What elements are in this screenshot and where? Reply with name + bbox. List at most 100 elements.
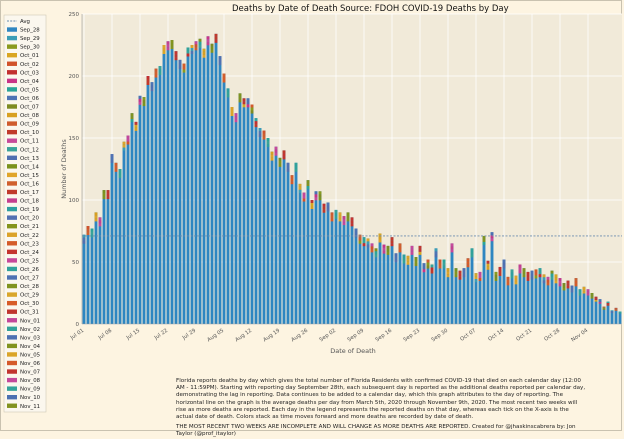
bar-segment-report [290, 181, 294, 185]
bar-segment-report [458, 276, 462, 280]
bar-segment-report [106, 193, 110, 197]
bar-segment-report [346, 212, 350, 216]
legend-label: Oct_09 [20, 122, 39, 128]
bar-segment-report [462, 268, 466, 272]
bar-segment-report [470, 251, 474, 255]
x-tick-label: Sep 30 [431, 327, 450, 343]
bar [466, 258, 470, 324]
bar-segment-report [522, 274, 526, 278]
bar-segment-report [170, 43, 174, 47]
bar-segment-report [530, 270, 534, 274]
bar-segment-report [446, 271, 450, 275]
bar-segment-report [578, 293, 582, 296]
bar-segment-report [382, 244, 386, 248]
bar-segment-report [310, 203, 314, 206]
bar-segment-main [582, 286, 586, 324]
bar-segment-report [90, 231, 94, 235]
bar-segment-report [514, 278, 518, 282]
bar-segment-main [174, 51, 178, 324]
bar [206, 36, 210, 324]
bar-segment-report [294, 165, 298, 169]
bar-segment-report [366, 241, 370, 245]
bar-segment-report [86, 232, 90, 236]
bar-segment-report [210, 49, 214, 53]
bar-segment-report [534, 272, 538, 276]
bar-segment-report [86, 226, 90, 230]
legend-label: Oct_28 [20, 284, 39, 290]
bar-segment-report [454, 271, 458, 275]
legend-swatch [7, 352, 17, 357]
bar-segment-report [574, 280, 578, 284]
bar-segment-main [618, 311, 622, 324]
bar-segment-report [118, 175, 122, 178]
bar-segment-report [618, 313, 622, 314]
bar-segment-report [334, 209, 338, 213]
bar-segment-report [122, 144, 126, 148]
bar-segment-report [306, 186, 310, 190]
bar-segment-report [142, 100, 146, 104]
bar [134, 121, 138, 324]
bar [370, 243, 374, 324]
bar-segment-report [342, 219, 346, 223]
bar-segment-report [474, 273, 478, 277]
bar-segment-main [154, 68, 158, 324]
bar-segment-report [314, 191, 318, 195]
bar-segment-report [538, 268, 542, 272]
bar-segment-report [318, 197, 322, 201]
bar [526, 271, 530, 324]
bar [126, 135, 130, 324]
bar-segment-main [122, 141, 126, 324]
bar [510, 269, 514, 324]
bar-segment-report [458, 270, 462, 274]
bar-segment-report [474, 276, 478, 280]
bar-segment-report [338, 212, 342, 216]
y-tick-label: 150 [69, 136, 80, 142]
bar-segment-main [454, 268, 458, 324]
bar-segment-report [310, 206, 314, 209]
bar-segment-report [334, 212, 338, 216]
bar-segment-report [422, 263, 426, 267]
bar-segment-report [134, 124, 138, 128]
bar-segment-report [414, 263, 418, 267]
bar-segment-report [526, 274, 530, 278]
bar-segment-main [442, 259, 446, 324]
bar-segment-report [190, 48, 194, 51]
bar-segment-report [454, 268, 458, 272]
bar-segment-report [334, 215, 338, 219]
bar-segment-report [338, 218, 342, 222]
bar [90, 228, 94, 324]
bar-segment-report [298, 189, 302, 193]
x-tick-label: Jul 15 [125, 328, 141, 342]
x-tick-label: Jul 29 [181, 328, 197, 342]
bar-segment-report [214, 36, 218, 40]
x-tick-label: Aug 26 [290, 327, 309, 343]
bar-segment-report [270, 157, 274, 161]
bar-segment-report [278, 163, 282, 167]
legend-label: Nov_02 [20, 327, 40, 333]
legend-label: Avg [20, 19, 30, 25]
legend-swatch [7, 266, 17, 272]
legend-swatch [7, 155, 17, 160]
bar-segment-main [90, 228, 94, 324]
bar [110, 154, 114, 324]
bar-segment-report [606, 301, 610, 304]
bar-segment-report [278, 157, 282, 161]
bar [414, 257, 418, 324]
bar-segment-report [398, 246, 402, 250]
bar-segment-report [514, 281, 518, 285]
x-tick-label: Oct 07 [459, 328, 477, 343]
bar-segment-report [306, 183, 310, 187]
bar-segment-main [598, 299, 602, 324]
bar-segment-report [246, 98, 250, 102]
bar-segment-report [182, 66, 186, 70]
bar-segment-report [446, 274, 450, 278]
bar-segment-report [510, 272, 514, 276]
bar [358, 234, 362, 324]
bar-segment-report [522, 271, 526, 275]
bar-segment-report [510, 275, 514, 279]
bar-segment-report [226, 91, 230, 95]
bar-segment-main [214, 33, 218, 325]
bar-segment-report [270, 154, 274, 158]
bar-segment-report [438, 265, 442, 269]
bar-segment-report [178, 59, 182, 63]
